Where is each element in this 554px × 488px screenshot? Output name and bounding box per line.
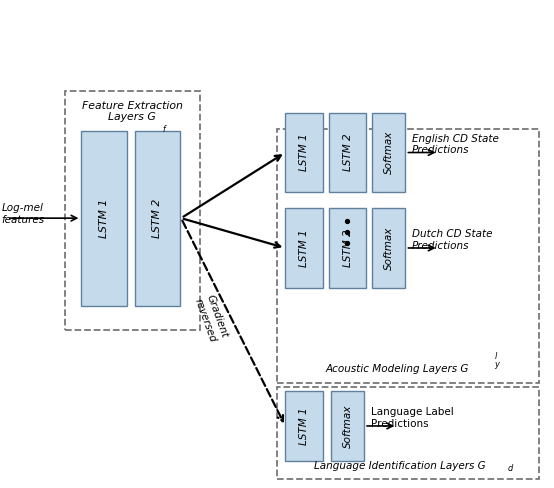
Bar [372,208,406,288]
Text: Softmax: Softmax [384,226,394,270]
Text: Log-mel
features: Log-mel features [2,203,44,225]
Text: Acoustic Modeling Layers G: Acoustic Modeling Layers G [325,365,469,374]
Bar [81,131,126,305]
Bar [277,129,539,383]
Text: Softmax: Softmax [384,131,394,174]
Text: LSTM 1: LSTM 1 [299,229,309,267]
Bar [329,208,366,288]
Bar [285,208,323,288]
Text: LSTM 2: LSTM 2 [342,229,352,267]
Text: Dutch CD State
Predictions: Dutch CD State Predictions [412,229,493,251]
Text: English CD State
Predictions: English CD State Predictions [412,134,499,155]
Text: Feature Extraction
Layers G: Feature Extraction Layers G [82,101,183,122]
Bar [329,113,366,192]
Text: Gradient
reversed: Gradient reversed [193,293,229,343]
Bar [285,391,323,461]
Bar [135,131,180,305]
Text: LSTM 2: LSTM 2 [152,199,162,238]
Bar [331,391,364,461]
Text: $^l_y$: $^l_y$ [494,351,501,372]
Text: LSTM 2: LSTM 2 [342,134,352,171]
Text: $_d$: $_d$ [507,460,514,473]
Bar [285,113,323,192]
Text: $_f$: $_f$ [162,123,167,136]
Text: LSTM 1: LSTM 1 [99,199,109,238]
Bar [277,387,539,479]
Bar [65,91,200,329]
Text: LSTM 1: LSTM 1 [299,134,309,171]
Text: Softmax: Softmax [342,404,352,447]
Text: Language Identification Layers G: Language Identification Layers G [314,462,485,471]
Text: LSTM 1: LSTM 1 [299,407,309,445]
Text: Language Label
Predictions: Language Label Predictions [371,407,454,429]
Bar [372,113,406,192]
